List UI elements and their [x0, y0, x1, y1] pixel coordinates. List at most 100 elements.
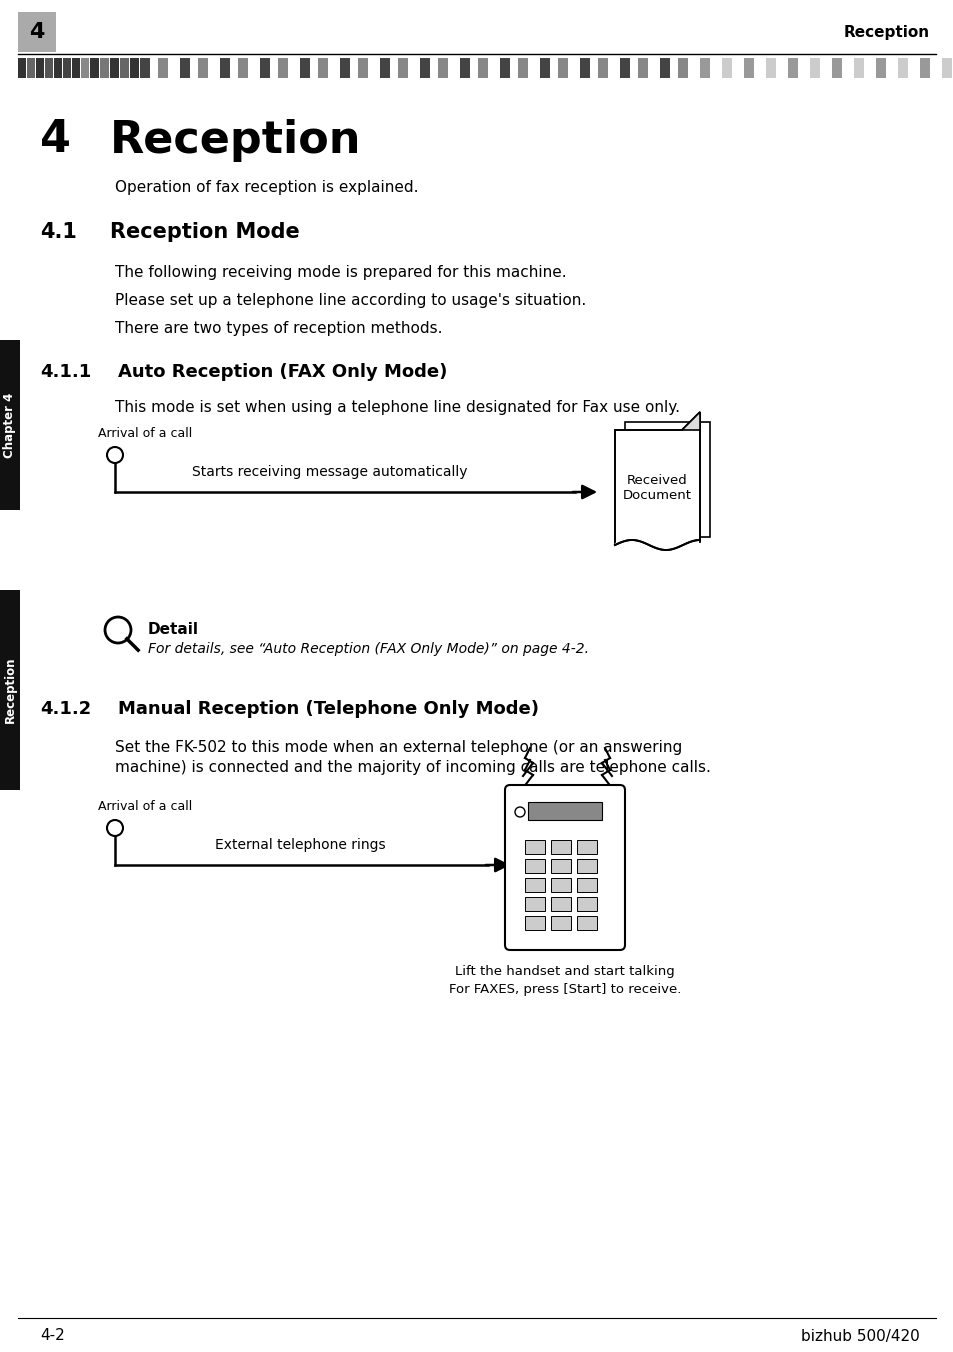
Bar: [54, 58, 62, 78]
Bar: [638, 58, 647, 78]
Bar: [357, 58, 368, 78]
Bar: [81, 58, 89, 78]
Bar: [0, 339, 20, 510]
Bar: [809, 58, 820, 78]
Text: 4-2: 4-2: [40, 1329, 65, 1344]
Text: bizhub 500/420: bizhub 500/420: [801, 1329, 919, 1344]
Bar: [700, 58, 709, 78]
Text: Received
Document: Received Document: [622, 475, 691, 502]
Text: 4.1: 4.1: [40, 222, 77, 242]
Bar: [36, 58, 44, 78]
Bar: [524, 917, 544, 930]
FancyBboxPatch shape: [504, 786, 624, 950]
Text: 4: 4: [40, 119, 71, 161]
Bar: [517, 58, 527, 78]
Bar: [577, 840, 597, 854]
Bar: [577, 859, 597, 873]
Text: Chapter 4: Chapter 4: [4, 392, 16, 458]
Bar: [90, 58, 99, 78]
Bar: [419, 58, 430, 78]
Bar: [551, 896, 571, 911]
Bar: [120, 58, 129, 78]
Bar: [524, 840, 544, 854]
Bar: [63, 58, 71, 78]
Bar: [558, 58, 567, 78]
Bar: [551, 917, 571, 930]
Bar: [678, 58, 687, 78]
Bar: [379, 58, 390, 78]
Bar: [198, 58, 208, 78]
Bar: [598, 58, 607, 78]
Text: External telephone rings: External telephone rings: [214, 838, 385, 852]
Bar: [579, 58, 589, 78]
Bar: [45, 58, 53, 78]
Bar: [71, 58, 80, 78]
Bar: [577, 877, 597, 892]
Bar: [743, 58, 753, 78]
Text: Reception: Reception: [4, 657, 16, 723]
Bar: [577, 896, 597, 911]
Bar: [659, 58, 669, 78]
Bar: [577, 917, 597, 930]
Text: Manual Reception (Telephone Only Mode): Manual Reception (Telephone Only Mode): [118, 700, 538, 718]
Text: Arrival of a call: Arrival of a call: [98, 427, 193, 439]
Text: Starts receiving message automatically: Starts receiving message automatically: [193, 465, 467, 479]
Bar: [180, 58, 190, 78]
Bar: [897, 58, 907, 78]
Bar: [158, 58, 168, 78]
Text: Set the FK-502 to this mode when an external telephone (or an answering: Set the FK-502 to this mode when an exte…: [115, 740, 681, 754]
Bar: [110, 58, 119, 78]
Text: 4: 4: [30, 22, 45, 42]
Text: Lift the handset and start talking: Lift the handset and start talking: [455, 965, 674, 977]
Bar: [140, 58, 150, 78]
Bar: [27, 58, 35, 78]
Text: Detail: Detail: [148, 622, 199, 637]
Bar: [277, 58, 288, 78]
Bar: [941, 58, 951, 78]
Polygon shape: [681, 412, 700, 430]
Bar: [619, 58, 629, 78]
Text: For FAXES, press [Start] to receive.: For FAXES, press [Start] to receive.: [448, 983, 680, 996]
Text: Auto Reception (FAX Only Mode): Auto Reception (FAX Only Mode): [118, 362, 447, 381]
Bar: [437, 58, 448, 78]
Text: Arrival of a call: Arrival of a call: [98, 800, 193, 813]
Bar: [299, 58, 310, 78]
Bar: [220, 58, 230, 78]
Bar: [765, 58, 775, 78]
Circle shape: [515, 807, 524, 817]
Bar: [787, 58, 797, 78]
Text: The following receiving mode is prepared for this machine.: The following receiving mode is prepared…: [115, 265, 566, 280]
Bar: [539, 58, 550, 78]
Bar: [317, 58, 328, 78]
Text: Reception: Reception: [110, 119, 361, 161]
Polygon shape: [615, 412, 700, 545]
Bar: [524, 877, 544, 892]
Bar: [18, 12, 56, 51]
Text: This mode is set when using a telephone line designated for Fax use only.: This mode is set when using a telephone …: [115, 400, 679, 415]
Text: Reception: Reception: [843, 24, 929, 39]
Text: 4.1.1: 4.1.1: [40, 362, 91, 381]
Text: 4.1.2: 4.1.2: [40, 700, 91, 718]
Bar: [0, 589, 20, 790]
Bar: [551, 859, 571, 873]
Bar: [260, 58, 270, 78]
Bar: [237, 58, 248, 78]
Bar: [524, 896, 544, 911]
Text: Operation of fax reception is explained.: Operation of fax reception is explained.: [115, 180, 418, 195]
Bar: [100, 58, 109, 78]
Bar: [130, 58, 139, 78]
Bar: [18, 58, 26, 78]
Text: machine) is connected and the majority of incoming calls are telephone calls.: machine) is connected and the majority o…: [115, 760, 710, 775]
Text: Reception Mode: Reception Mode: [110, 222, 299, 242]
Bar: [551, 877, 571, 892]
Bar: [339, 58, 350, 78]
Bar: [551, 840, 571, 854]
Bar: [624, 422, 709, 537]
Bar: [527, 802, 601, 821]
Bar: [721, 58, 731, 78]
Text: For details, see “Auto Reception (FAX Only Mode)” on page 4-2.: For details, see “Auto Reception (FAX On…: [148, 642, 588, 656]
Text: There are two types of reception methods.: There are two types of reception methods…: [115, 320, 442, 337]
Bar: [499, 58, 510, 78]
Bar: [397, 58, 408, 78]
Text: Please set up a telephone line according to usage's situation.: Please set up a telephone line according…: [115, 293, 586, 308]
